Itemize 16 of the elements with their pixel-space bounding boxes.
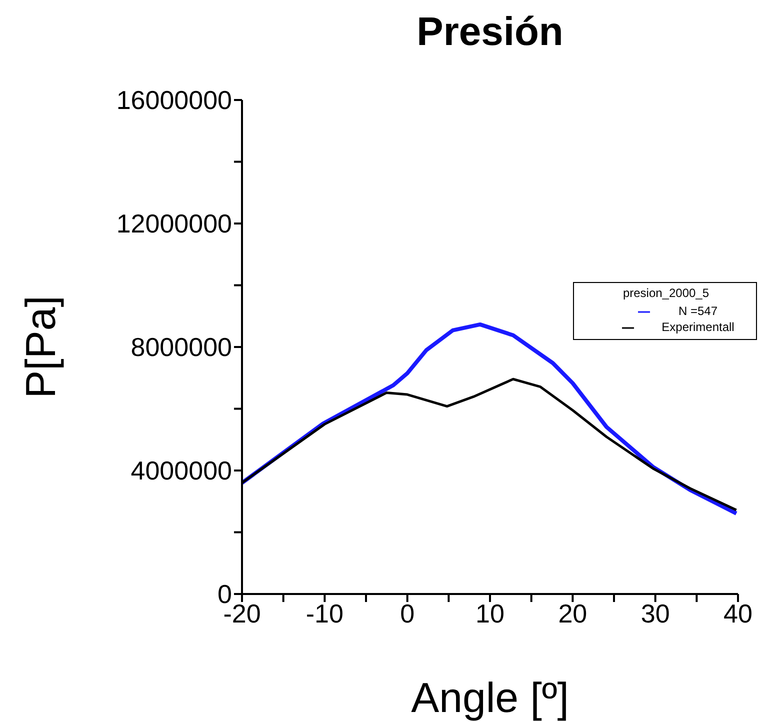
- y-tick-label: 12000000: [116, 208, 232, 239]
- x-tick-label: 10: [476, 598, 504, 628]
- x-tick-label: 30: [640, 598, 670, 628]
- legend-label: N =547: [678, 304, 718, 318]
- y-tick-label: 16000000: [116, 85, 232, 116]
- y-tick-label: 8000000: [130, 332, 232, 362]
- x-tick-label: 20: [558, 598, 588, 628]
- chart-title: Presión: [416, 10, 564, 55]
- legend-title: presion_2000_5: [622, 285, 710, 302]
- x-tick-label: 40: [724, 598, 752, 628]
- y-tick-label: 4000000: [130, 456, 232, 486]
- x-tick-label: 0: [400, 598, 415, 628]
- legend-label: Experimentall: [662, 320, 734, 334]
- y-axis-title: P[Pa]: [16, 296, 64, 398]
- x-tick-label: -10: [306, 598, 344, 628]
- x-axis-title: Angle [º]: [411, 674, 569, 721]
